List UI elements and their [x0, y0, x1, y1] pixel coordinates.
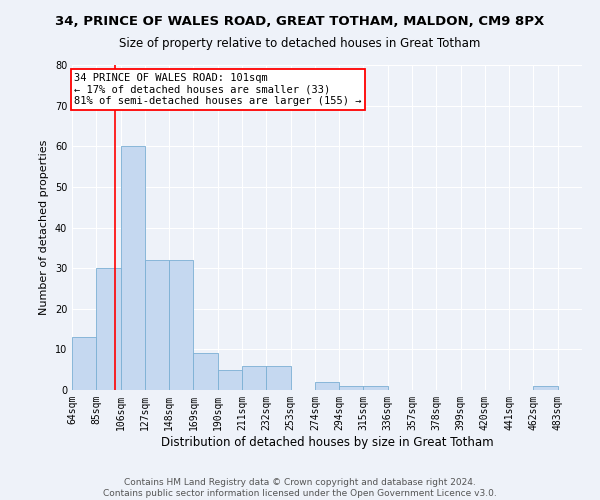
Bar: [364, 386, 388, 390]
Bar: [315, 382, 339, 390]
Bar: [96, 268, 121, 390]
Bar: [533, 386, 558, 390]
Bar: [169, 260, 193, 390]
Text: Size of property relative to detached houses in Great Totham: Size of property relative to detached ho…: [119, 38, 481, 51]
Bar: [242, 366, 266, 390]
Bar: [193, 354, 218, 390]
Y-axis label: Number of detached properties: Number of detached properties: [39, 140, 49, 315]
Bar: [121, 146, 145, 390]
Text: 34 PRINCE OF WALES ROAD: 101sqm
← 17% of detached houses are smaller (33)
81% of: 34 PRINCE OF WALES ROAD: 101sqm ← 17% of…: [74, 73, 362, 106]
Text: Contains HM Land Registry data © Crown copyright and database right 2024.
Contai: Contains HM Land Registry data © Crown c…: [103, 478, 497, 498]
Bar: [339, 386, 364, 390]
Bar: [218, 370, 242, 390]
X-axis label: Distribution of detached houses by size in Great Totham: Distribution of detached houses by size …: [161, 436, 493, 448]
Bar: [266, 366, 290, 390]
Bar: [72, 337, 96, 390]
Bar: [145, 260, 169, 390]
Text: 34, PRINCE OF WALES ROAD, GREAT TOTHAM, MALDON, CM9 8PX: 34, PRINCE OF WALES ROAD, GREAT TOTHAM, …: [55, 15, 545, 28]
